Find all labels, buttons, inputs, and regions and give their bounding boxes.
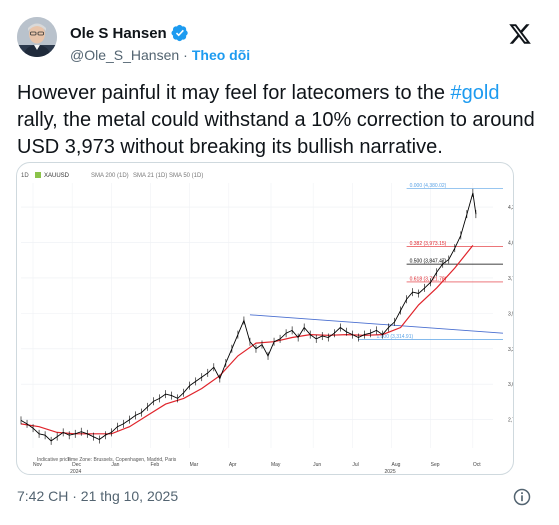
y-tick-label: 4,000.00 (508, 241, 514, 247)
chart-sma50-label: SMA 50 (1D) (169, 173, 203, 179)
x-tick-label: Nov (33, 462, 42, 468)
author-display-name[interactable]: Ole S Hansen (70, 24, 167, 42)
chart-series (20, 188, 504, 445)
person-avatar-icon (17, 17, 57, 57)
x-tick-label: Feb (150, 462, 159, 468)
chart-gridlines (21, 183, 493, 448)
chart-x-axis: Nov Dec Jan Feb Mar Apr May Jun Jul Aug Sep Oct 2024… (33, 462, 481, 475)
fib-level-label: 0.618 (3,721.78) (410, 276, 447, 282)
y-tick-label: 3,750.00 (508, 276, 514, 282)
fib-level-label: 0.500 (3,847.47) (410, 259, 447, 265)
hashtag-link[interactable]: #gold (450, 82, 500, 104)
handle-separator: · (183, 47, 188, 63)
x-year-label: 2024 (70, 469, 81, 475)
chart-sma200-label: SMA 200 (1D) (91, 173, 129, 179)
y-tick-label: 4,250.00 (508, 205, 514, 211)
info-icon[interactable] (512, 487, 532, 507)
tweet-text-after: rally, the metal could withstand a 10% c… (17, 109, 535, 158)
tweet-text: However painful it may feel for latecome… (17, 80, 542, 161)
follow-button[interactable]: Theo dõi (191, 47, 251, 63)
author-name-row: Ole S Hansen (70, 24, 189, 42)
gold-price-chart: 1D XAUUSD SMA 200 (1D) SMA 21 (1D) SMA 5… (20, 172, 514, 475)
chart-timezone-label: Time Zone: Brussels, Copenhagen, Madrid,… (67, 457, 177, 463)
price-line (20, 192, 477, 442)
x-logo-icon[interactable] (508, 22, 532, 46)
y-tick-label: 3,250.00 (508, 347, 514, 353)
tweet-timestamp[interactable]: 7:42 CH · 21 thg 10, 2025 (17, 488, 179, 504)
x-tick-label: May (271, 462, 281, 468)
fib-level-label: 0.000 (4,380.02) (410, 183, 447, 189)
x-tick-label: Aug (391, 462, 400, 468)
x-tick-label: Jan (111, 462, 119, 468)
author-handle[interactable]: @Ole_S_Hansen (70, 47, 180, 63)
y-tick-label: 3,000.00 (508, 382, 514, 388)
fibonacci-levels: 0.000 (4,380.02) 0.382 (3,973.15) 0.500 (3… (358, 183, 503, 340)
x-tick-label: Mar (190, 462, 199, 468)
tweet-text-before: However painful it may feel for latecome… (17, 82, 451, 104)
x-tick-label: Sep (431, 462, 440, 468)
fib-level-label: 0.382 (3,973.15) (410, 241, 447, 247)
x-tick-label: Jun (313, 462, 321, 468)
resistance-trendline (249, 314, 504, 334)
chart-y-axis: 2,750.00 3,000.00 3,250.00 3,500.00 3,750.00… (508, 205, 514, 424)
x-tick-label: Dec (72, 462, 81, 468)
verified-badge-icon (171, 24, 188, 42)
avatar[interactable] (17, 17, 57, 57)
chart-timeframe: 1D (21, 173, 29, 179)
fib-level-label: 1.000 (3,314.91) (376, 334, 413, 340)
x-tick-label: Oct (473, 462, 481, 468)
x-year-label: 2025 (384, 469, 395, 475)
y-tick-label: 2,750.00 (508, 418, 514, 424)
y-tick-label: 3,500.00 (508, 311, 514, 317)
symbol-swatch-icon (35, 172, 41, 178)
chart-image[interactable]: 1D XAUUSD SMA 200 (1D) SMA 21 (1D) SMA 5… (16, 162, 514, 475)
chart-sma21-label: SMA 21 (1D) (133, 173, 167, 179)
x-tick-label: Apr (229, 462, 237, 468)
chart-symbol: XAUUSD (44, 173, 70, 179)
handle-row: @Ole_S_Hansen · Theo dõi (70, 47, 250, 63)
chart-indicative-label: Indicative price (37, 457, 71, 463)
sma21-line (20, 245, 474, 435)
x-tick-label: Jul (352, 462, 358, 468)
